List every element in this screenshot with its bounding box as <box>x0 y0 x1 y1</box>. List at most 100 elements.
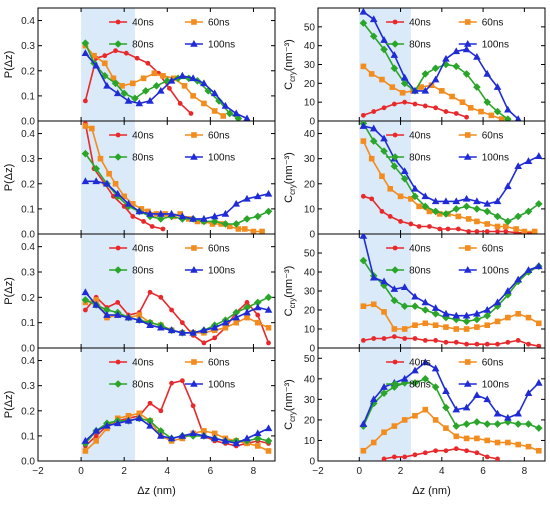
data-point <box>433 338 439 343</box>
data-point <box>390 285 399 292</box>
data-point <box>442 60 450 69</box>
data-point <box>115 132 121 138</box>
data-point <box>160 73 166 79</box>
data-point <box>464 132 471 138</box>
data-point <box>200 431 208 439</box>
data-point <box>484 341 490 347</box>
data-point <box>371 336 377 341</box>
data-point <box>359 256 368 265</box>
data-point <box>145 208 151 215</box>
y-tick-label: 20 <box>304 415 316 426</box>
data-point <box>102 53 108 59</box>
data-point <box>361 112 366 118</box>
data-point <box>167 85 172 91</box>
data-point <box>504 115 512 121</box>
data-point <box>211 430 218 437</box>
data-point <box>421 192 430 200</box>
shaded-region <box>81 348 135 461</box>
data-point <box>92 61 100 69</box>
y-tick-label: 0.1 <box>21 204 35 215</box>
data-point <box>189 429 197 437</box>
data-point <box>462 70 471 78</box>
data-point <box>232 308 241 317</box>
legend-entry-60ns: 60ns <box>184 244 230 255</box>
data-point <box>483 69 492 77</box>
data-point <box>484 221 491 227</box>
data-point <box>484 322 491 328</box>
data-point <box>474 229 480 234</box>
data-point <box>81 49 90 56</box>
data-point <box>380 389 388 397</box>
data-point <box>167 434 176 442</box>
legend-entry-40ns: 40ns <box>109 18 154 29</box>
y-tick-label: 20 <box>304 306 316 317</box>
series-line-100ns <box>84 52 248 120</box>
data-point <box>369 124 378 132</box>
data-point <box>124 199 133 207</box>
data-point <box>463 266 472 273</box>
data-group <box>359 121 543 234</box>
data-point <box>392 245 398 251</box>
legend-label: 60ns <box>208 244 230 255</box>
data-point <box>134 55 140 61</box>
data-point <box>167 209 176 217</box>
data-point <box>525 443 532 450</box>
y-tick-label: 40 <box>304 41 316 52</box>
data-point <box>222 324 229 331</box>
data-point <box>210 434 219 442</box>
data-point <box>264 293 273 302</box>
data-point <box>495 341 500 347</box>
data-point <box>200 79 208 87</box>
data-point <box>535 424 543 432</box>
y-tick-label: 10 <box>304 325 316 336</box>
data-point <box>369 395 378 403</box>
data-point <box>189 214 197 222</box>
data-point <box>411 192 419 201</box>
legend-label: 80ns <box>409 153 431 164</box>
data-point <box>81 288 90 296</box>
data-point <box>463 40 472 47</box>
data-point <box>243 303 251 312</box>
data-point <box>220 113 227 119</box>
data-point <box>391 423 398 429</box>
y-tick-label: 0.3 <box>21 268 35 279</box>
y-axis-label: P(Δz) <box>3 277 15 305</box>
legend-entry-60ns: 60ns <box>458 18 503 29</box>
data-point <box>92 164 100 173</box>
data-point <box>514 212 522 221</box>
data-point <box>167 326 176 334</box>
data-point <box>452 405 461 413</box>
data-point <box>200 326 208 334</box>
data-point <box>431 310 440 318</box>
data-point <box>124 96 133 104</box>
data-point <box>369 32 378 41</box>
data-point <box>443 448 449 454</box>
data-point <box>190 93 196 99</box>
data-point <box>221 436 230 444</box>
panel-frame <box>37 120 276 235</box>
data-point <box>452 47 461 55</box>
x-tick-label: 6 <box>480 466 486 477</box>
data-point <box>368 155 375 162</box>
data-point <box>191 359 197 365</box>
data-point <box>422 450 428 456</box>
shaded-region <box>359 348 411 461</box>
legend-entry-80ns: 80ns <box>109 266 154 277</box>
data-point <box>467 105 474 111</box>
data-point <box>244 300 250 305</box>
data-point <box>392 132 398 138</box>
data-point <box>149 224 155 229</box>
data-point <box>391 40 399 48</box>
data-point <box>525 314 532 321</box>
data-point <box>157 323 165 331</box>
data-point <box>360 303 367 309</box>
series-line-100ns <box>362 235 540 317</box>
data-point <box>411 366 419 374</box>
data-point <box>442 313 450 322</box>
data-point <box>442 54 450 62</box>
data-point <box>536 343 542 348</box>
data-point <box>201 100 207 107</box>
legend-entry-100ns: 100ns <box>184 266 235 277</box>
data-point <box>81 149 90 158</box>
